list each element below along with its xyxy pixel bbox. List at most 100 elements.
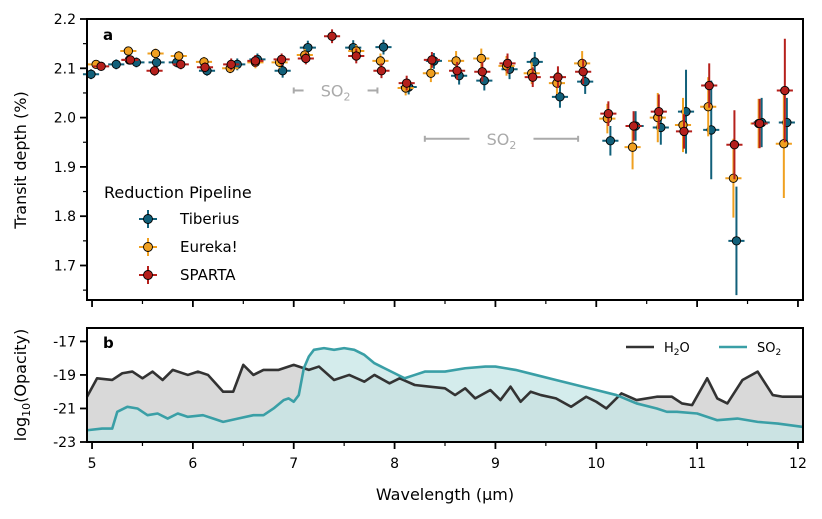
so2-annotation-1: SO2 (423, 130, 580, 152)
legend-item-1: Eureka! (139, 238, 238, 256)
a-ytick-label-3: 2.0 (54, 111, 76, 127)
panel-a-letter: a (103, 26, 113, 44)
panel-a-data-area (82, 29, 795, 296)
b-xtick-label-1: 6 (188, 456, 197, 472)
b-ytick-label-0: -23 (53, 435, 76, 451)
data-point (378, 42, 389, 52)
data-point (577, 58, 587, 69)
panel-b-xlabel: Wavelength (μm) (376, 485, 514, 504)
data-point (754, 118, 765, 129)
data-point (477, 67, 487, 77)
data-point (174, 51, 184, 61)
b-legend-item-1: SO2 (719, 341, 781, 358)
data-point (654, 107, 664, 117)
b-xtick-label-0: 5 (88, 456, 97, 472)
data-point (476, 53, 486, 64)
data-point (679, 126, 689, 137)
data-point (200, 62, 210, 72)
area-fill-1 (87, 348, 803, 442)
data-point (553, 72, 563, 82)
data-point (86, 69, 96, 79)
panel-b-x-ticks: 5 6 7 8 9 10 11 12 (88, 442, 807, 472)
legend-label: SPARTA (180, 266, 236, 284)
b-ytick-label-3: -17 (53, 334, 76, 350)
data-point (277, 66, 288, 76)
ylabel-subscript: 10 (20, 403, 33, 417)
panel-b-y-ticks: -23 -21 -19 -17 (53, 334, 87, 451)
data-point (327, 31, 337, 41)
data-point (111, 59, 121, 70)
panel-a-frame (86, 18, 804, 301)
data-point (502, 58, 513, 69)
b-ytick-label-2: -19 (53, 368, 76, 384)
data-point (452, 66, 462, 76)
data-point (728, 173, 739, 183)
panel-a: 1.7 1.8 1.9 2.0 2.1 2.2 a Transit depth (%) S… (11, 12, 804, 307)
data-point (402, 78, 412, 88)
data-point (627, 142, 638, 152)
data-point (250, 56, 261, 66)
data-point (351, 51, 361, 61)
series-line-1 (86, 346, 804, 432)
b-xtick-label-7: 12 (789, 456, 807, 472)
legend-marker (143, 242, 153, 252)
b-xtick-label-5: 10 (587, 456, 605, 472)
legend-label: Eureka! (180, 238, 238, 256)
series-line-0 (85, 363, 803, 410)
data-point (301, 53, 311, 64)
data-point (528, 72, 538, 82)
so2-label: SO2 (321, 81, 351, 103)
so2-label: SO2 (487, 130, 517, 152)
data-point (704, 80, 714, 91)
data-point (151, 57, 162, 68)
data-point (780, 85, 790, 96)
series-sparta (93, 29, 793, 180)
b-legend-item-0: H2O (626, 341, 690, 358)
a-ytick-label-5: 2.2 (54, 12, 76, 28)
a-ytick-label-4: 2.1 (54, 61, 76, 77)
panel-b-data-area (85, 346, 804, 442)
a-ytick-label-0: 1.7 (54, 258, 76, 274)
a-ytick-label-2: 1.9 (54, 160, 76, 176)
so2-annotations: SO2 SO2 (292, 81, 580, 152)
data-point (276, 54, 287, 65)
b-xtick-label-3: 8 (390, 456, 399, 472)
data-point (427, 55, 437, 65)
panel-a-ylabel: Transit depth (%) (11, 91, 30, 229)
legend-item-0: Tiberius (139, 210, 239, 228)
data-point (628, 121, 639, 131)
data-point (125, 55, 136, 65)
legend-title: Reduction Pipeline (104, 183, 252, 202)
data-point (578, 67, 588, 77)
panel-b-letter: b (103, 334, 114, 352)
data-point (731, 236, 742, 246)
legend-items: Tiberius Eureka! SPARTA (139, 210, 239, 284)
panel-a-y-ticks: 1.7 1.8 1.9 2.0 2.1 2.2 (54, 12, 87, 291)
data-point (703, 102, 713, 112)
data-point (150, 48, 161, 59)
data-point (375, 56, 386, 66)
legend-label: Tiberius (179, 210, 239, 228)
data-point (226, 59, 236, 70)
data-point (451, 56, 461, 66)
b-xtick-label-6: 11 (688, 456, 706, 472)
data-point (376, 66, 387, 76)
legend-marker (143, 270, 153, 280)
data-point (96, 61, 106, 71)
panel-b: 5 6 7 8 9 10 11 12 -23 -21 -19 -17 b log10(Opacity… (11, 327, 807, 504)
data-point (729, 140, 740, 150)
series-tiberius (82, 39, 795, 296)
b-legend-label: SO2 (757, 341, 781, 358)
data-point (176, 59, 186, 70)
data-point (605, 136, 616, 146)
legend-marker (143, 214, 153, 224)
data-point (555, 92, 565, 102)
b-ytick-label-1: -21 (53, 401, 76, 417)
panel-a-x-ticks (91, 300, 799, 307)
b-xtick-label-4: 9 (491, 456, 500, 472)
data-point (603, 109, 614, 119)
data-point (149, 66, 160, 76)
b-legend-label: H2O (664, 341, 690, 358)
data-point (426, 68, 436, 78)
